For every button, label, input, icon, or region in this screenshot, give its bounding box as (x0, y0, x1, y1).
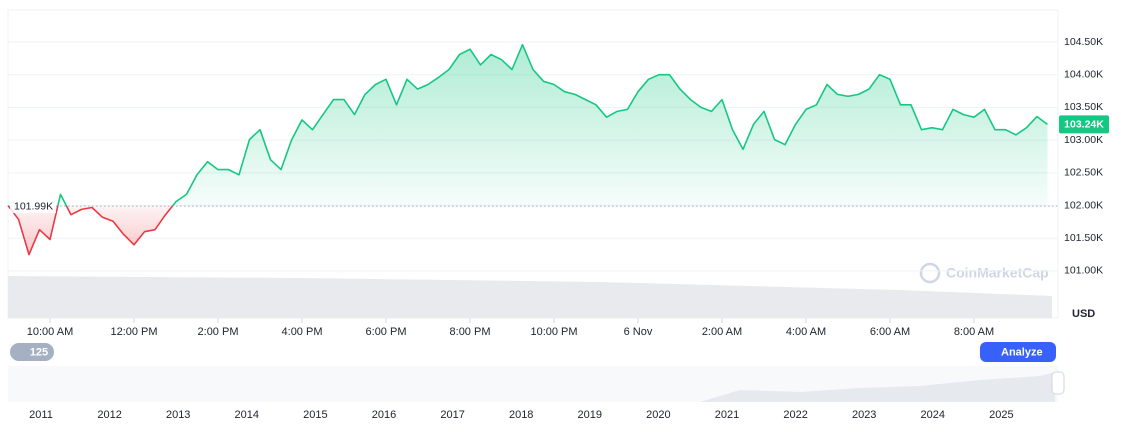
x-tick-label: 8:00 PM (450, 326, 491, 338)
area (8, 44, 1048, 255)
y-tick-label: 104.00K (1064, 69, 1103, 81)
navigator-year: 2024 (921, 409, 945, 421)
watermark: CoinMarketCap (919, 262, 1049, 284)
badge-text: 125 (30, 346, 48, 358)
navigator-year: 2015 (303, 409, 327, 421)
y-tick-label: 102.00K (1064, 199, 1103, 211)
volume-area (8, 276, 1052, 318)
analyze-text: Analyze (1001, 346, 1043, 358)
analyze-bg (980, 342, 1056, 362)
navigator-year: 2017 (440, 409, 464, 421)
watermark-text: CoinMarketCap (946, 265, 1049, 281)
y-tick-label: 101.50K (1064, 232, 1103, 244)
x-tick-label: 6:00 AM (870, 326, 910, 338)
reference-label-bg (10, 197, 56, 214)
navigator-handle[interactable] (1051, 371, 1065, 395)
x-tick-label: 2:00 AM (702, 326, 742, 338)
navigator-year: 2025 (989, 409, 1013, 421)
last-price-label: 103.24K (1064, 119, 1104, 131)
navigator-year: 2018 (509, 409, 533, 421)
x-tick-label: 6:00 PM (366, 326, 407, 338)
x-tick-label: 4:00 PM (282, 326, 323, 338)
y-tick-label: 103.50K (1064, 101, 1103, 113)
navigator-year: 2014 (235, 409, 259, 421)
badge[interactable]: 125 (10, 343, 54, 361)
y-tick-label: 104.50K (1064, 36, 1103, 48)
x-tick-label: 12:00 PM (110, 326, 157, 338)
navigator-year: 2013 (166, 409, 190, 421)
x-tick-label: 10:00 AM (27, 326, 73, 338)
navigator-year: 2016 (372, 409, 396, 421)
badge-bg (10, 343, 54, 361)
navigator-year: 2011 (29, 409, 53, 421)
navigator-year: 2019 (578, 409, 602, 421)
navigator-year: 2023 (852, 409, 876, 421)
x-tick-label: 6 Nov (624, 326, 653, 338)
x-tick-label: 4:00 AM (786, 326, 826, 338)
x-tick-label: 8:00 AM (954, 326, 994, 338)
y-tick-label: 102.50K (1064, 167, 1103, 179)
x-tick-label: 10:00 PM (530, 326, 577, 338)
y-tick-label: 101.00K (1064, 265, 1103, 277)
x-tick-label: 2:00 PM (198, 326, 239, 338)
reference-label: 101.99K (14, 200, 53, 212)
y-unit: USD (1072, 308, 1095, 320)
navigator-year: 2012 (97, 409, 121, 421)
analyze-button[interactable]: Analyze (980, 342, 1056, 362)
navigator-year: 2022 (783, 409, 807, 421)
navigator-year: 2021 (715, 409, 739, 421)
price-line (7, 43, 1048, 256)
last-price-tag (1059, 115, 1109, 134)
navigator-year: 2020 (646, 409, 670, 421)
navigator-area (700, 372, 1055, 402)
y-tick-label: 103.00K (1064, 134, 1103, 146)
